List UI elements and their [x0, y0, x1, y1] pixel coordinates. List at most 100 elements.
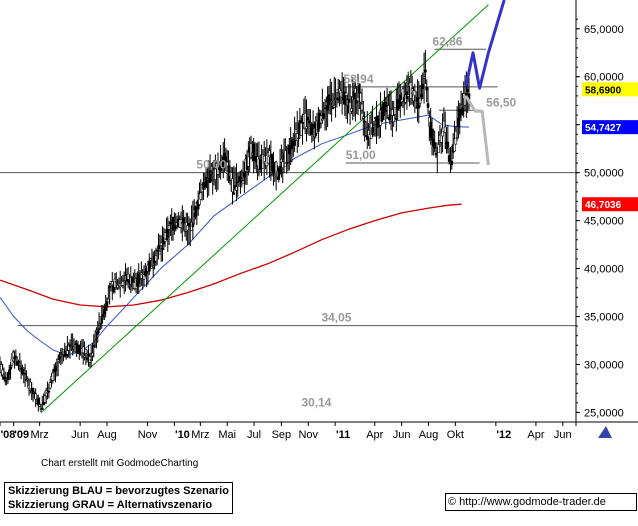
price-candle [420, 94, 423, 98]
level-label: 56,50 [486, 95, 516, 109]
price-candle [294, 129, 298, 135]
price-candle [227, 165, 230, 173]
price-candle [434, 152, 438, 156]
price-badge [582, 82, 638, 97]
price-candle [359, 92, 362, 103]
price-candle [9, 366, 12, 370]
x-tick-label: Aug [97, 429, 117, 441]
price-candle [323, 107, 327, 110]
price-candle [87, 353, 90, 356]
price-candle [151, 265, 155, 268]
trend-line-green [41, 4, 489, 413]
price-candle [182, 217, 185, 224]
price-candle [354, 88, 357, 94]
price-candle [97, 328, 101, 330]
price-candle [194, 206, 197, 218]
price-candle [26, 378, 30, 381]
price-candle [424, 69, 427, 73]
price-candle [126, 273, 130, 280]
price-badge-label: 58,6900 [585, 85, 622, 96]
price-candle [48, 382, 52, 389]
scenario-blue-path [464, 0, 506, 90]
price-candle [391, 109, 394, 116]
price-candle [199, 192, 203, 200]
price-candle [239, 176, 242, 180]
price-candle [166, 228, 170, 238]
level-label: 62,86 [432, 34, 462, 48]
price-badge [582, 120, 638, 135]
price-candle [372, 133, 376, 135]
price-candle [384, 101, 388, 108]
price-candle [42, 402, 45, 406]
price-candle [38, 404, 41, 407]
price-candle [121, 281, 125, 286]
price-candle [358, 83, 361, 93]
x-tick-label: '12 [496, 429, 511, 441]
price-candle [299, 122, 303, 136]
price-candle [461, 107, 464, 115]
level-label: 58,94 [343, 72, 373, 86]
price-candle [83, 355, 86, 358]
y-tick-label: 50,0000 [584, 168, 624, 180]
price-candle [288, 144, 291, 155]
price-candle [252, 143, 255, 162]
x-tick-label: '10 [175, 429, 190, 441]
x-tick-label: Sep [272, 429, 292, 441]
price-series [0, 50, 471, 413]
price-candle [96, 329, 100, 335]
x-tick-label: Apr [366, 429, 383, 441]
price-candle [459, 103, 463, 105]
source-url[interactable]: http://www.godmode-trader.de [459, 496, 606, 508]
price-candle [392, 115, 395, 123]
price-candle [455, 137, 459, 139]
x-tick-label: Jun [554, 429, 572, 441]
price-candle [89, 359, 93, 361]
price-candle [56, 359, 60, 363]
price-candle [40, 407, 44, 410]
price-candle [447, 155, 451, 162]
y-tick-label: 35,0000 [584, 312, 624, 324]
price-candle [332, 104, 336, 108]
price-candle [22, 368, 26, 370]
price-candle [330, 100, 333, 103]
price-candle [437, 144, 440, 153]
x-tick-label: Jun [71, 429, 89, 441]
price-candle [278, 165, 282, 175]
x-tick-label: '08 [1, 429, 16, 441]
y-tick-label: 25,0000 [584, 407, 624, 419]
y-tick-label: 60,0000 [584, 72, 624, 84]
x-tick-label: '09 [14, 429, 29, 441]
price-candle [154, 255, 158, 262]
level-label: 34,05 [321, 311, 351, 325]
price-candle [147, 260, 151, 272]
price-candle [167, 225, 171, 230]
price-candle [383, 107, 386, 113]
x-tick-label: Apr [527, 429, 544, 441]
x-tick-label: Mrz [191, 429, 209, 441]
price-candle [47, 390, 51, 393]
price-candle [466, 88, 469, 92]
price-candle [17, 361, 20, 363]
price-candle [430, 128, 434, 141]
price-candle [140, 272, 143, 279]
price-candle [211, 179, 214, 181]
price-candle [241, 180, 245, 185]
price-candle [321, 118, 324, 121]
scenario-legend: Skizzierung BLAU = bevorzugtes Szenario … [4, 482, 233, 514]
price-candle [174, 226, 178, 229]
x-tick-label: Aug [419, 429, 439, 441]
price-candle [3, 380, 7, 382]
price-candle [191, 223, 195, 228]
price-candle [334, 98, 337, 100]
price-badge-label: 46,7036 [585, 200, 622, 211]
price-candle [18, 365, 22, 367]
price-candle [363, 120, 366, 123]
price-candle [108, 286, 111, 288]
x-tick-label: '11 [336, 429, 350, 441]
price-candle [335, 89, 339, 93]
price-candle [232, 192, 236, 195]
price-candle [395, 118, 398, 120]
price-candle [206, 178, 209, 180]
price-candle [413, 90, 417, 97]
price-candle [34, 393, 37, 400]
